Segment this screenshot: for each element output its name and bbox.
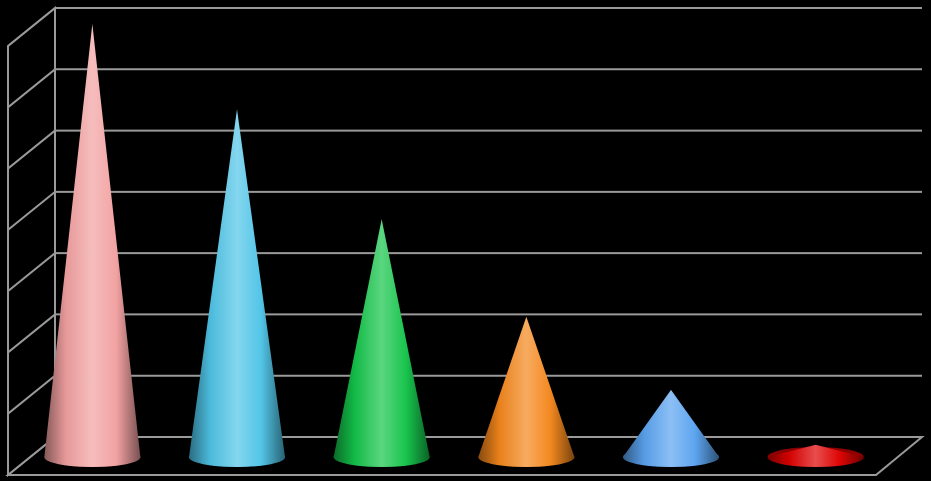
cone-body (189, 109, 285, 468)
floor (5, 436, 925, 476)
cone-body (44, 23, 141, 468)
side-wall (7, 5, 56, 478)
gridlines (7, 7, 922, 415)
cone-bar (333, 219, 430, 467)
cone-body (333, 219, 430, 467)
cone-bar (767, 444, 864, 467)
cone-body (478, 316, 575, 467)
side-gridline (7, 252, 56, 292)
cone-bar (189, 109, 285, 468)
chart-walls (5, 5, 925, 478)
cone-bar (478, 316, 575, 467)
cone-bar (623, 389, 719, 467)
cone-body (767, 444, 864, 467)
cone-bar (44, 23, 141, 468)
side-gridline (7, 129, 56, 170)
side-gridline (7, 191, 56, 231)
cone-body (623, 389, 719, 467)
side-gridline (7, 374, 56, 415)
side-gridline (7, 313, 56, 354)
cone-series (44, 23, 864, 468)
side-gridline (7, 68, 56, 109)
side-gridline (7, 7, 56, 47)
